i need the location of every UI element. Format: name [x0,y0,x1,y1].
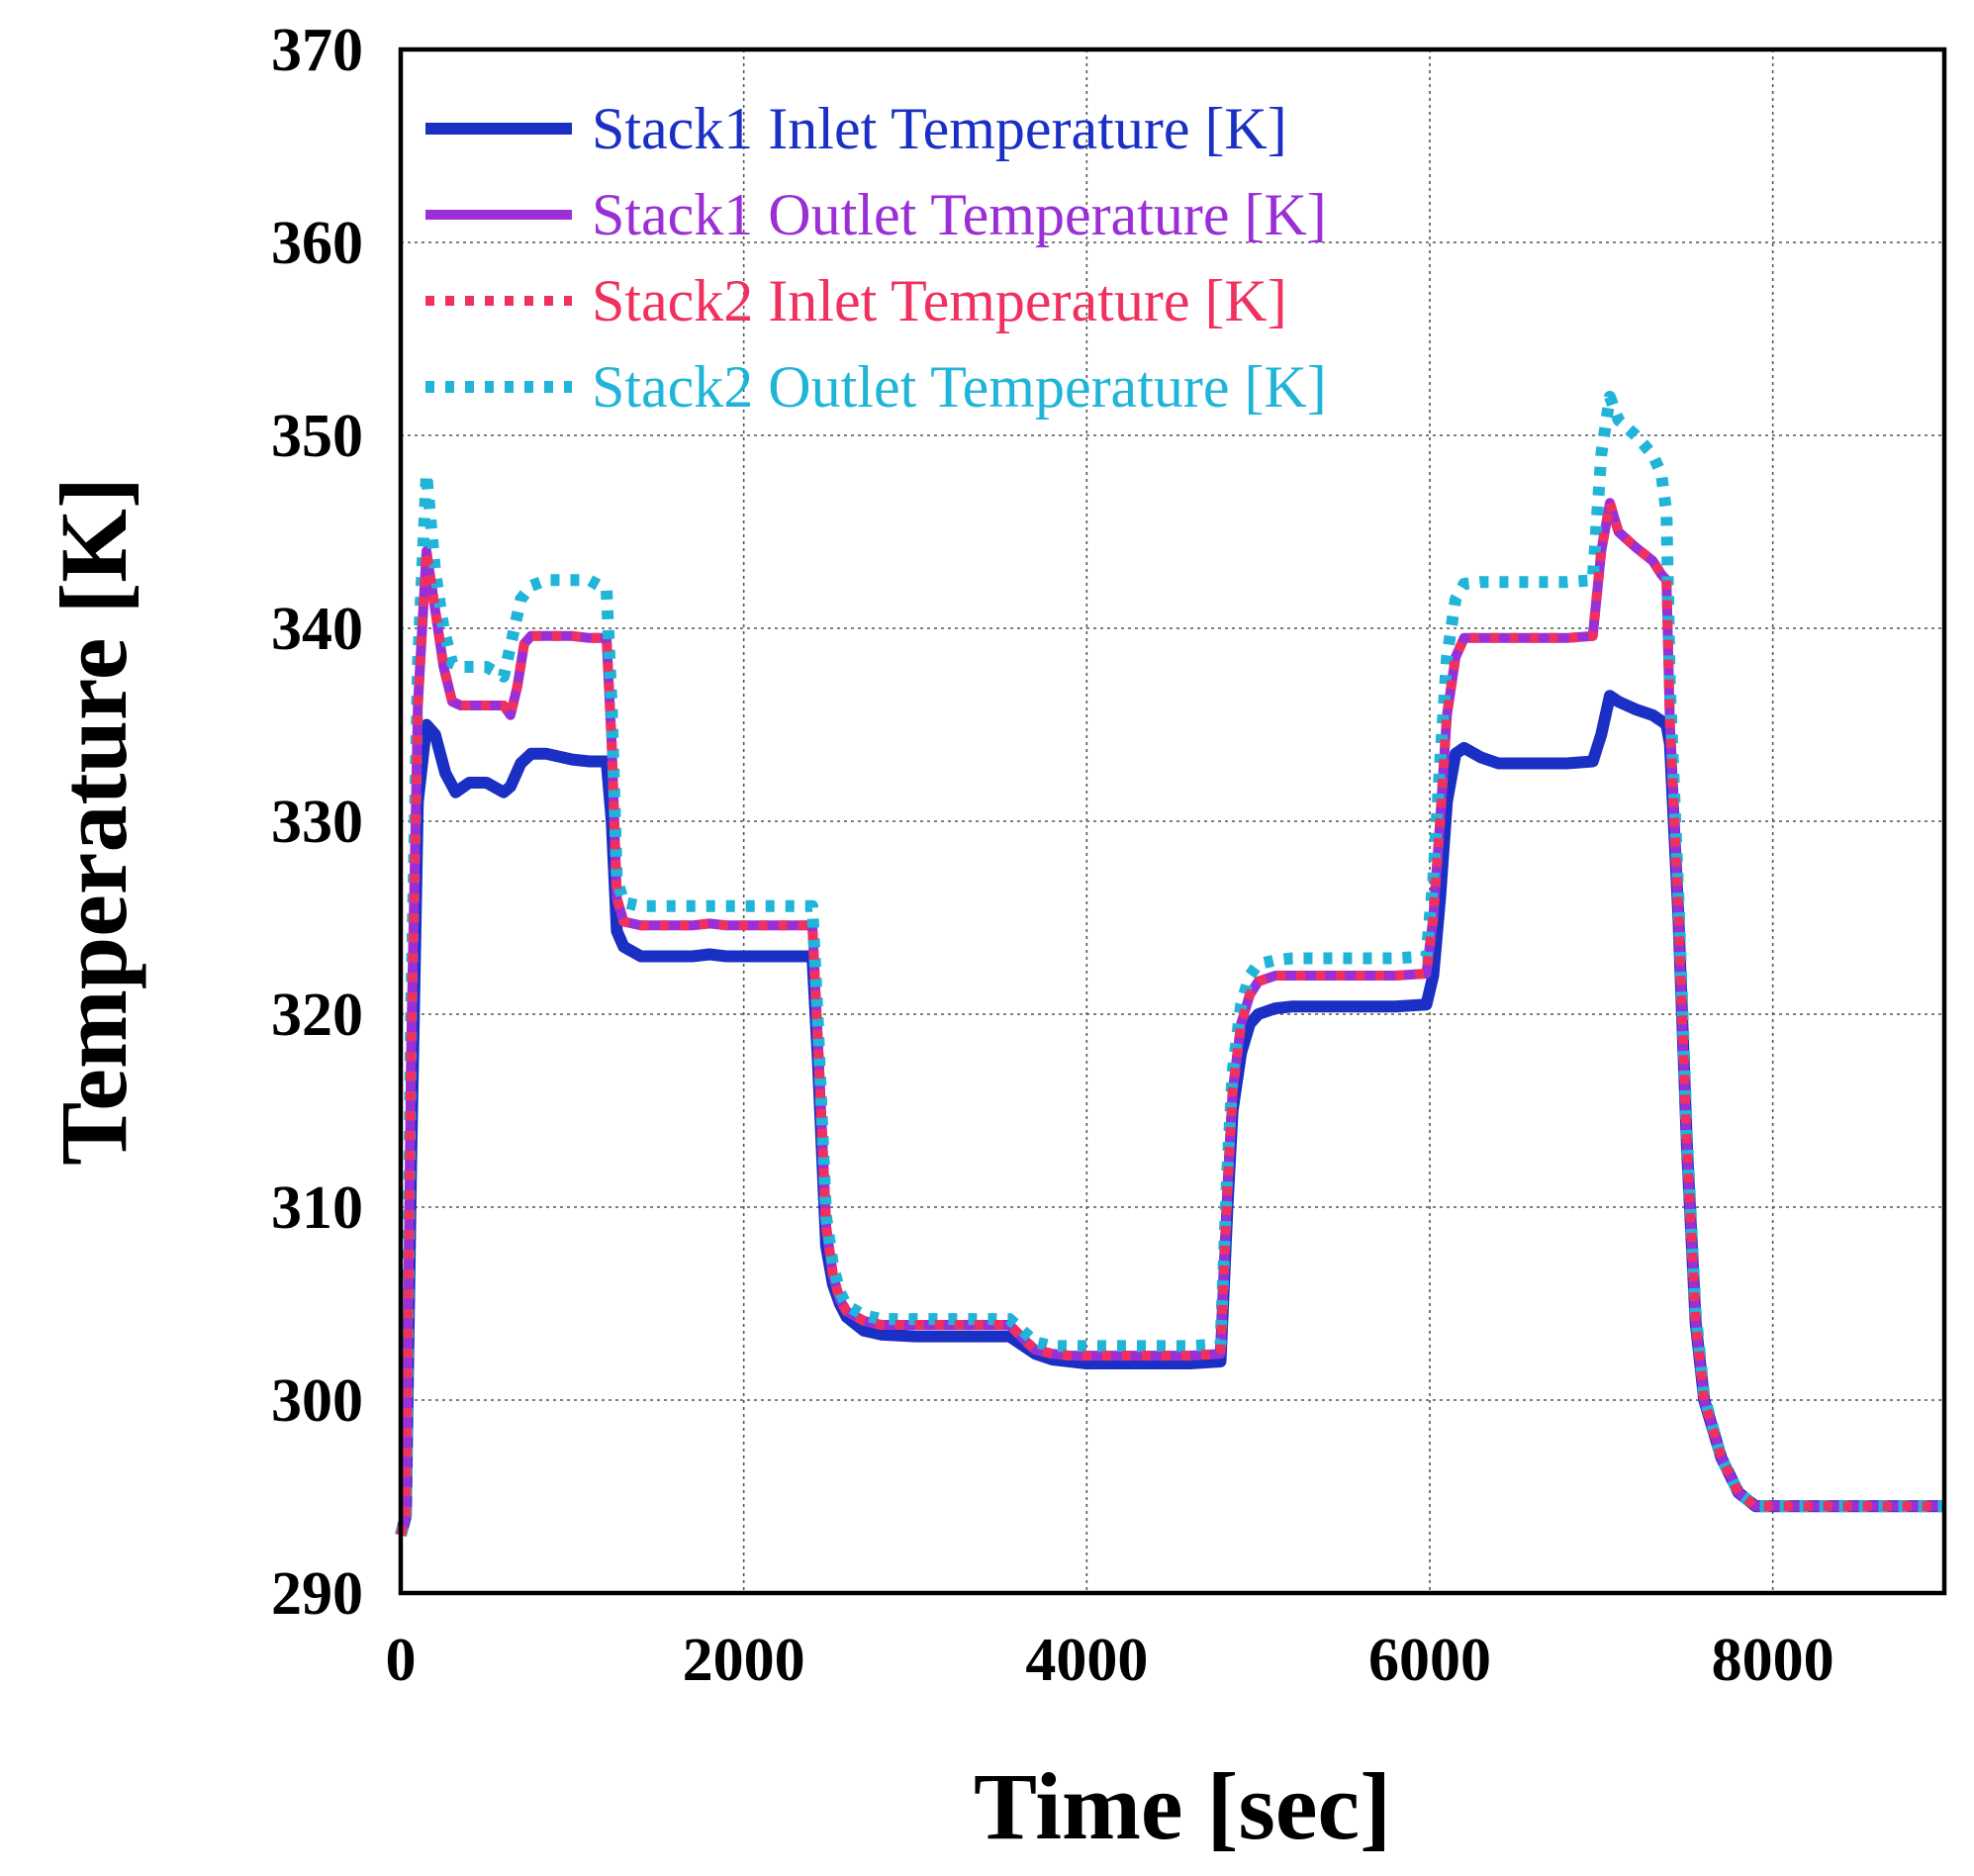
y-axis-ticks: 290 300 310 320 330 340 350 360 370 [271,17,363,1628]
series-line-1 [395,690,1944,1538]
x-axis-ticks: 0 2000 4000 6000 8000 [386,1627,1834,1694]
x-tick-label: 8000 [1712,1627,1834,1694]
plot-frame [398,47,1947,1596]
x-tick-label: 2000 [683,1627,805,1694]
legend-label-4: Stack2 Outlet Temperature [K] [592,354,1327,420]
x-tick-label: 4000 [1025,1627,1148,1694]
y-tick-label: 340 [271,596,363,663]
series-line-4 [395,391,1944,1538]
series-line-3 [396,498,1944,1537]
grid-layer [401,49,1944,1593]
y-tick-label: 320 [271,982,363,1049]
legend-label-1: Stack1 Inlet Temperature [K] [592,96,1287,161]
y-tick-label: 370 [271,17,363,84]
y-tick-label: 300 [271,1367,363,1435]
y-tick-label: 330 [271,789,363,856]
x-tick-label: 0 [386,1627,417,1694]
legend-label-2: Stack1 Outlet Temperature [K] [592,182,1327,247]
legend: Stack1 Inlet Temperature [K] Stack1 Outle… [425,96,1327,420]
legend-label-3: Stack2 Inlet Temperature [K] [592,268,1287,333]
y-axis-title: Temperature [K] [41,477,146,1166]
x-axis-title: Time [sec] [974,1753,1391,1859]
x-tick-label: 6000 [1368,1627,1491,1694]
y-tick-label: 310 [271,1174,363,1242]
y-tick-label: 360 [271,210,363,277]
y-tick-label: 350 [271,403,363,470]
y-tick-label: 290 [271,1560,363,1628]
series-line-2 [396,498,1944,1537]
series-layer [395,391,1944,1538]
